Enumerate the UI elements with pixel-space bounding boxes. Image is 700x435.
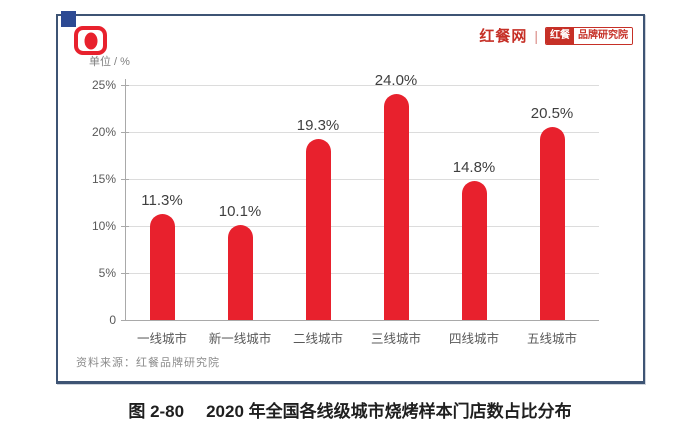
x-tick-label-一线城市: 一线城市 [136, 332, 188, 346]
bar-五线城市 [539, 127, 565, 320]
bar-四线城市 [461, 180, 487, 320]
bar-chart-plot-area: 0 5% 10% 15% 20% 25% 11.3% 一线城市 10.1% 新一线城市 19.3% 二… [92, 72, 599, 346]
bar-value-label-四线城市: 14.8% [452, 158, 496, 176]
bar-value-label-一线城市: 11.3% [141, 191, 183, 209]
y-tick-mark-10 [121, 225, 129, 227]
gridline-5 [125, 272, 599, 274]
y-axis-line [125, 79, 126, 321]
bar-三线城市 [383, 94, 409, 320]
bar-value-label-二线城市: 19.3% [296, 116, 340, 134]
y-tick-label-5: 5% [98, 266, 116, 280]
brand-badge: 红餐 品牌研究院 [545, 26, 633, 45]
logo-oval-icon [84, 32, 97, 49]
bar-新一线城市 [227, 225, 253, 320]
figure-caption: 图 2-80 2020 年全国各线级城市烧烤样本门店数占比分布 [0, 397, 700, 422]
bar-value-label-三线城市: 24.0% [374, 72, 418, 90]
chart-card: 红餐网 | 红餐 品牌研究院 单位 / % 0 5% 10% 15% 20% 25% 11.… [56, 11, 645, 384]
brand-badge-left: 红餐 [546, 27, 574, 44]
y-axis-unit-label: 单位 / % [89, 56, 130, 68]
y-tick-mark-25 [121, 84, 129, 86]
y-tick-label-10: 10% [91, 219, 116, 233]
brand-divider: | [534, 27, 538, 44]
figure-number: 图 2-80 [128, 402, 185, 421]
brand-badge-right: 品牌研究院 [574, 27, 632, 44]
x-tick-label-五线城市: 五线城市 [526, 332, 578, 346]
y-tick-mark-15 [121, 178, 129, 180]
gridline-20 [125, 131, 599, 133]
y-tick-label-0: 0 [109, 313, 116, 327]
bar-一线城市 [149, 213, 175, 320]
y-tick-label-15: 15% [91, 172, 116, 186]
figure-title: 2020 年全国各线级城市烧烤样本门店数占比分布 [206, 402, 572, 421]
y-tick-label-25: 25% [91, 78, 116, 92]
bar-二线城市 [305, 138, 331, 320]
corner-decoration [61, 11, 76, 27]
x-axis-line [125, 320, 599, 321]
brand-header: 红餐网 | 红餐 品牌研究院 [479, 25, 633, 46]
bar-value-label-新一线城市: 10.1% [218, 203, 262, 221]
x-tick-label-二线城市: 二线城市 [292, 332, 344, 346]
x-tick-label-三线城市: 三线城市 [370, 332, 422, 346]
gridline-25 [125, 84, 599, 86]
source-note: 资料来源：红餐品牌研究院 [76, 357, 220, 369]
gridline-10 [125, 225, 599, 227]
gridline-15 [125, 178, 599, 180]
y-tick-mark-5 [121, 272, 129, 274]
y-tick-mark-20 [121, 131, 129, 133]
x-tick-label-新一线城市: 新一线城市 [208, 332, 272, 346]
brand-site-name: 红餐网 [479, 28, 528, 45]
y-tick-mark-0 [121, 319, 129, 321]
bar-value-label-五线城市: 20.5% [530, 105, 574, 123]
y-tick-label-20: 20% [91, 125, 116, 139]
hongcan-logo-icon [74, 26, 107, 55]
x-tick-label-四线城市: 四线城市 [448, 332, 500, 346]
